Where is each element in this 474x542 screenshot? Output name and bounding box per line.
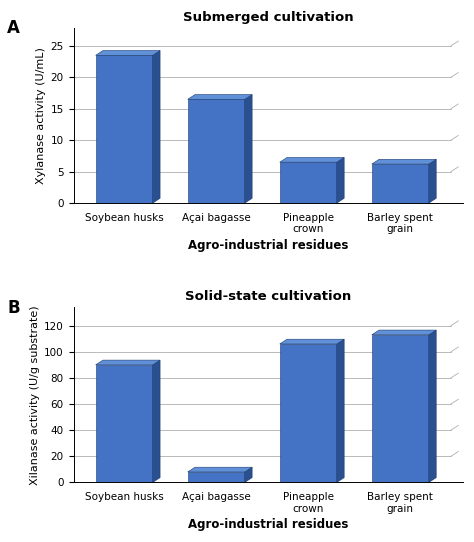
- Polygon shape: [280, 339, 344, 344]
- Polygon shape: [280, 157, 344, 162]
- Polygon shape: [153, 360, 160, 482]
- Polygon shape: [337, 339, 344, 482]
- Polygon shape: [188, 99, 245, 203]
- Polygon shape: [96, 50, 160, 55]
- Polygon shape: [245, 467, 252, 482]
- Polygon shape: [96, 360, 160, 365]
- Polygon shape: [280, 344, 337, 482]
- Text: B: B: [8, 299, 20, 317]
- X-axis label: Agro-industrial residues: Agro-industrial residues: [188, 518, 348, 531]
- Polygon shape: [188, 472, 245, 482]
- Polygon shape: [280, 162, 337, 203]
- Title: Solid-state cultivation: Solid-state cultivation: [185, 291, 351, 304]
- Text: A: A: [8, 20, 20, 37]
- Polygon shape: [372, 159, 436, 164]
- Polygon shape: [429, 159, 436, 203]
- Polygon shape: [188, 467, 252, 472]
- Y-axis label: Xilanase activity (U/g substrate): Xilanase activity (U/g substrate): [30, 305, 40, 485]
- Polygon shape: [372, 335, 429, 482]
- Polygon shape: [372, 164, 429, 203]
- Polygon shape: [153, 50, 160, 203]
- X-axis label: Agro-industrial residues: Agro-industrial residues: [188, 238, 348, 251]
- Y-axis label: Xylanase activity (U/mL): Xylanase activity (U/mL): [36, 47, 46, 184]
- Polygon shape: [337, 157, 344, 203]
- Polygon shape: [96, 55, 153, 203]
- Polygon shape: [429, 330, 436, 482]
- Title: Submerged cultivation: Submerged cultivation: [183, 11, 354, 24]
- Polygon shape: [96, 365, 153, 482]
- Polygon shape: [188, 94, 252, 99]
- Polygon shape: [372, 330, 436, 335]
- Polygon shape: [245, 94, 252, 203]
